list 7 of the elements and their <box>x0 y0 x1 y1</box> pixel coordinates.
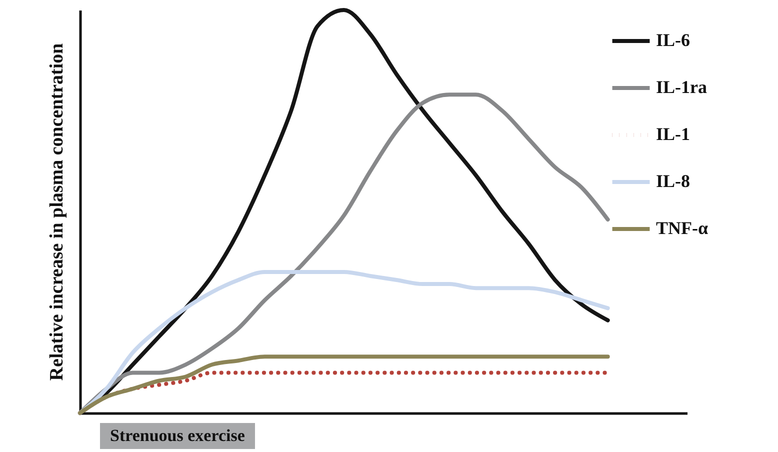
legend-label: IL-1ra <box>656 77 707 97</box>
text: Strenuous exercise <box>100 423 255 449</box>
y-axis-title: Relative increase in plasma concentration <box>46 42 68 381</box>
legend-label: TNF-α <box>656 218 708 238</box>
legend-label: IL-1 <box>656 124 690 144</box>
legend-label: IL-8 <box>656 171 690 191</box>
legend-label: IL-6 <box>656 30 690 50</box>
